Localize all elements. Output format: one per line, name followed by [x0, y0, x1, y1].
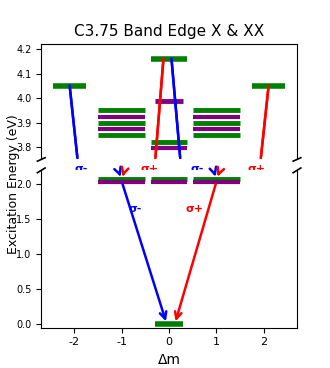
- Text: Excitation Energy (eV): Excitation Energy (eV): [7, 114, 19, 254]
- Text: σ+: σ+: [141, 164, 159, 174]
- Text: σ-: σ-: [190, 164, 204, 174]
- Text: σ+: σ+: [186, 204, 204, 214]
- Text: σ-: σ-: [74, 164, 88, 174]
- X-axis label: Δm: Δm: [158, 353, 181, 367]
- Text: σ+: σ+: [247, 164, 265, 174]
- Text: σ-: σ-: [129, 204, 142, 214]
- Title: C3.75 Band Edge X & XX: C3.75 Band Edge X & XX: [74, 24, 264, 39]
